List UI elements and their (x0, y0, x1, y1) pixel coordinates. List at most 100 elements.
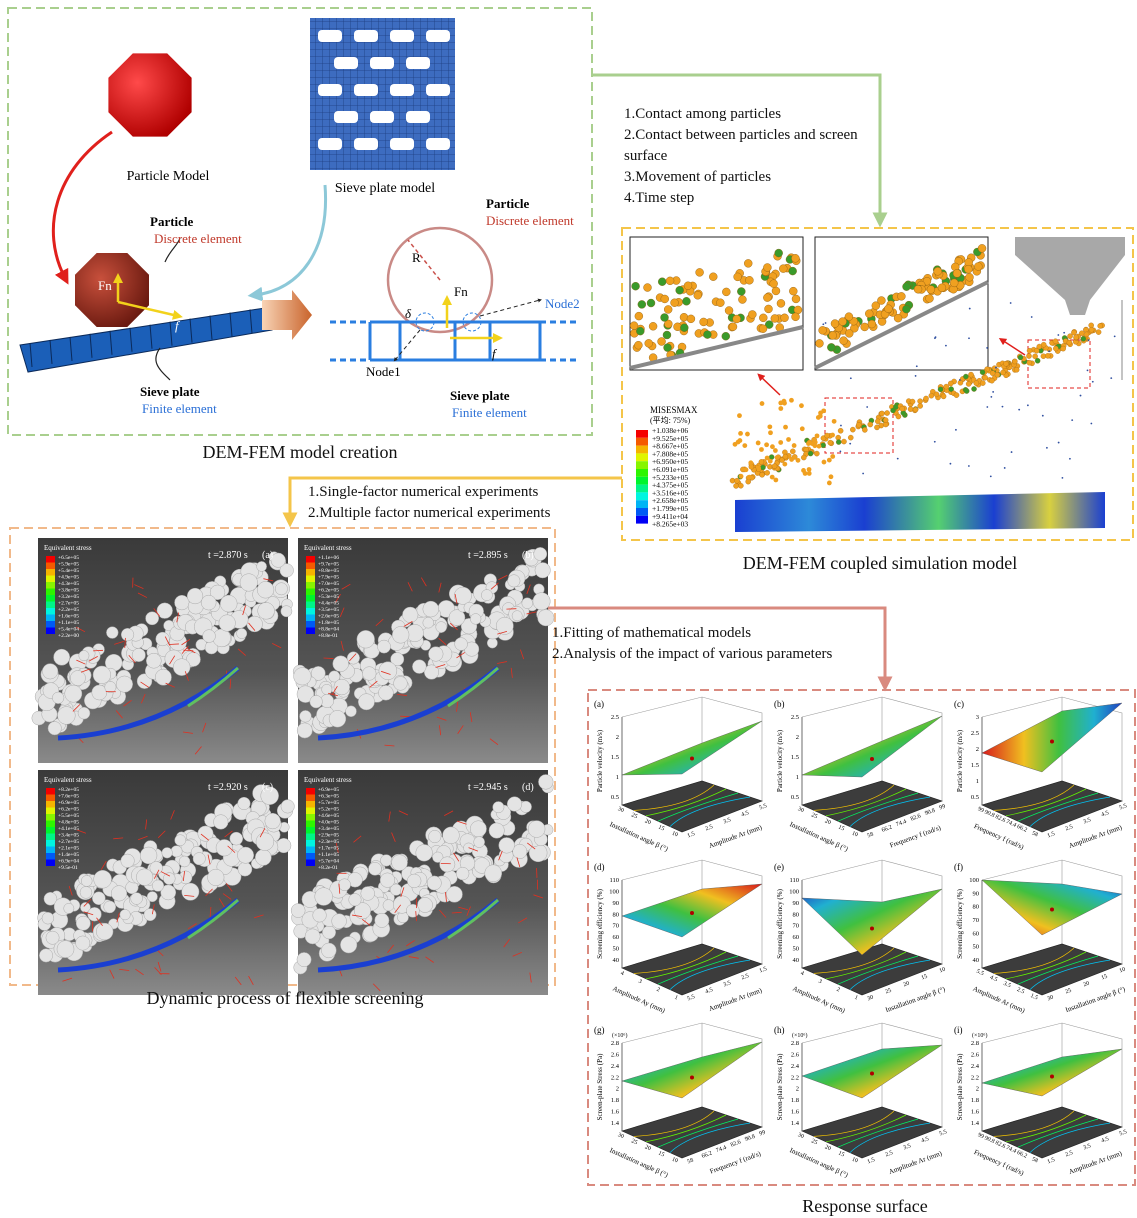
y-tick-label: 1.5 (759, 966, 768, 974)
particle (146, 653, 161, 668)
legend-value: +4.8e+05 (58, 820, 79, 826)
panel-time: t =2.870 s (208, 550, 248, 561)
y-tick-label: 82.6 (730, 1139, 742, 1148)
legend-value: +2.9e+05 (318, 833, 339, 839)
particle (322, 926, 335, 939)
particle (65, 685, 82, 702)
particle (175, 595, 190, 610)
particle (271, 553, 285, 567)
z-tick-label: 1.8 (611, 1097, 619, 1104)
y-tick-label: 30 (1047, 995, 1055, 1003)
particle (827, 481, 832, 486)
plot-label: (e) (774, 862, 784, 872)
particle (380, 873, 395, 888)
particle (417, 897, 432, 912)
z-tick-label: 2 (796, 1086, 799, 1093)
z-tick-label: 2.4 (791, 1063, 800, 1070)
x-tick-label: 25 (810, 812, 818, 820)
particle (427, 876, 441, 890)
legend-swatch (46, 860, 55, 867)
particle (890, 408, 895, 413)
particle (954, 393, 959, 398)
particle (179, 856, 190, 867)
particle (121, 854, 135, 868)
particle (265, 813, 281, 829)
floor (622, 944, 762, 995)
particle (792, 313, 800, 321)
particle (783, 454, 788, 459)
legend-swatch (306, 563, 315, 570)
curved-arrow (255, 185, 326, 295)
particle (78, 707, 90, 719)
dust (916, 365, 918, 367)
label: Node2 (545, 296, 580, 311)
particle (663, 331, 671, 339)
legend-swatch (306, 801, 315, 808)
sieve-hole (370, 111, 394, 123)
particle (416, 844, 433, 861)
particle (647, 299, 655, 307)
particle (682, 297, 690, 305)
particle (737, 287, 745, 295)
particle (845, 329, 853, 337)
particle (258, 602, 275, 619)
particle (155, 669, 171, 685)
particle (111, 886, 127, 902)
particle (879, 411, 884, 416)
x-tick-label: 10 (671, 1157, 679, 1165)
label: Finite element (142, 401, 217, 416)
particle (700, 318, 708, 326)
legend-swatch (306, 589, 315, 596)
panel-label: (b) (522, 550, 534, 561)
particle (779, 265, 787, 273)
legend-value: +2.7e+05 (58, 839, 79, 845)
legend-value: +1.8e+05 (318, 620, 339, 626)
legend-swatch (46, 602, 55, 609)
y-tick-label: 10 (1119, 967, 1127, 975)
y-axis-title: Amplitude Ar (mm) (708, 823, 764, 850)
y-tick-label: 3.5 (1083, 1143, 1092, 1151)
dust (955, 429, 957, 431)
particle (664, 305, 672, 313)
particle (152, 880, 164, 892)
particle (995, 372, 1000, 377)
label: Fn (454, 284, 468, 299)
particle (950, 279, 958, 287)
y-tick-label: 66.2 (881, 825, 893, 834)
particle (230, 832, 243, 845)
dust (1057, 334, 1059, 336)
legend-swatch (306, 814, 315, 821)
z-tick-label: 1 (796, 774, 799, 781)
dust (849, 443, 851, 445)
particle (748, 460, 753, 465)
legend-swatch (46, 847, 55, 854)
caption: DEM-FEM model creation (100, 442, 500, 463)
legend-swatch (46, 795, 55, 802)
x-tick-label: 3 (817, 979, 822, 986)
legend-swatch (306, 808, 315, 815)
particle (964, 388, 969, 393)
dust (1092, 381, 1094, 383)
particle (658, 337, 666, 345)
particle (745, 276, 753, 284)
z-tick-label: 60 (613, 934, 620, 941)
y-tick-label: 20 (903, 981, 911, 989)
particle (58, 707, 76, 725)
dust (1002, 406, 1004, 408)
legend-value: +4.6e+05 (318, 813, 339, 819)
particle (163, 873, 175, 885)
y-tick-label: 2.5 (1065, 1150, 1074, 1158)
floor (982, 1107, 1122, 1158)
particle (868, 422, 873, 427)
surface (982, 1049, 1122, 1096)
particle (106, 627, 118, 639)
particle (42, 912, 54, 924)
x-tick-label: 1 (673, 995, 678, 1002)
particle (470, 821, 486, 837)
legend-swatch (636, 500, 648, 508)
particle (1014, 367, 1019, 372)
particle (470, 614, 481, 625)
z-tick-label: 1.4 (791, 1120, 800, 1127)
particle (48, 722, 61, 735)
particle (534, 547, 547, 560)
